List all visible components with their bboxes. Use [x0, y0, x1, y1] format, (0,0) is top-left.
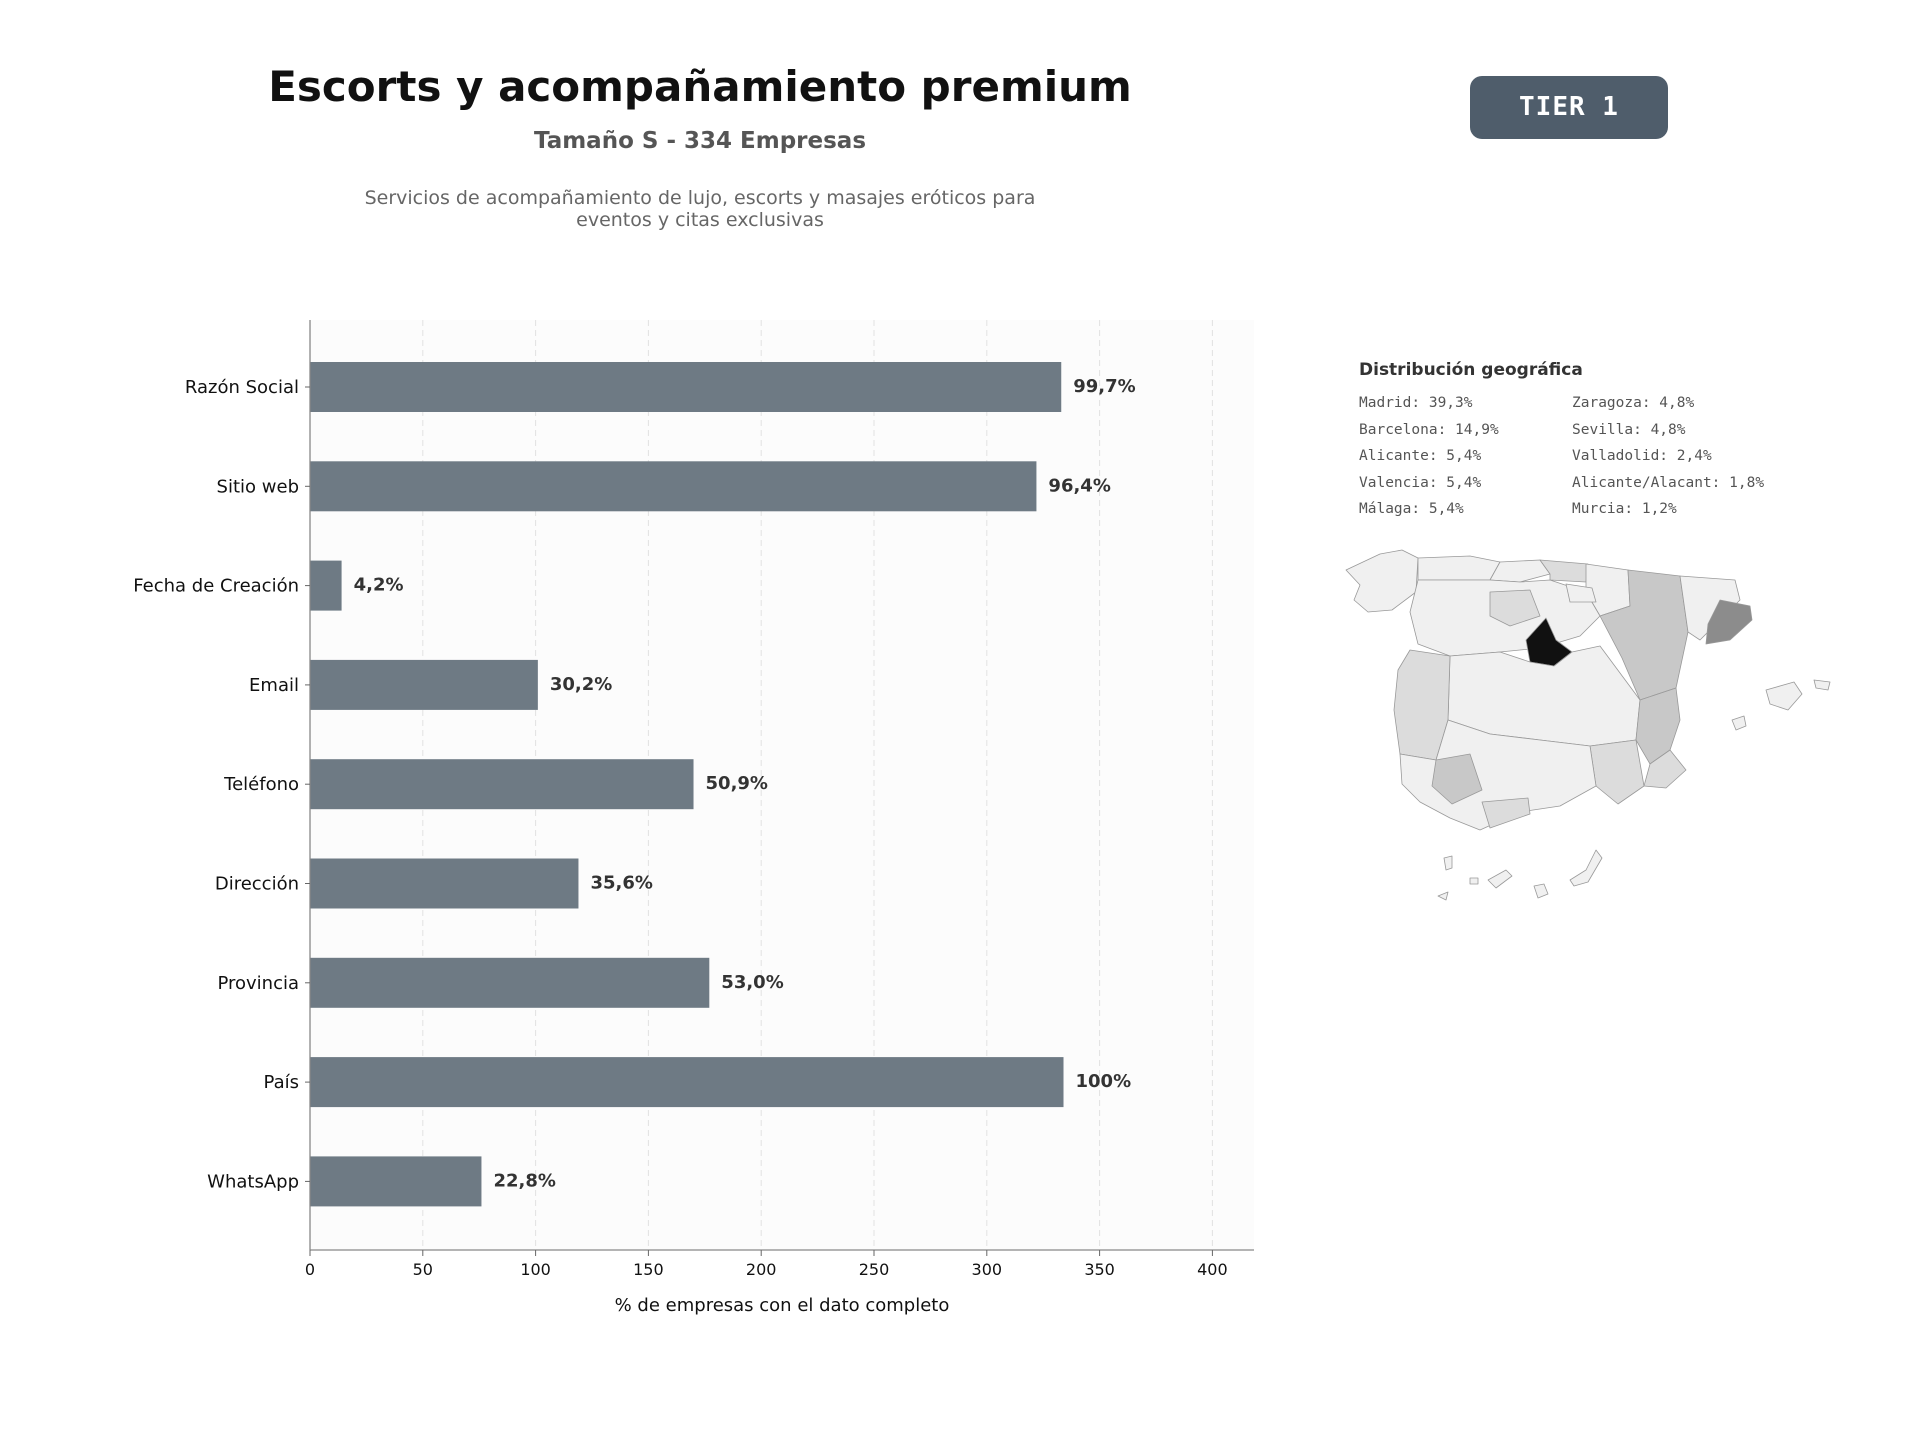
value-label: 99,7% [1073, 376, 1135, 397]
geo-item: Madrid: 39,3% [1359, 395, 1473, 411]
region-murcia [1589, 739, 1645, 805]
bar [310, 858, 579, 909]
value-label: 35,6% [590, 873, 652, 894]
category-label: Teléfono [223, 774, 299, 795]
description-line: Servicios de acompañamiento de lujo, esc… [364, 187, 1036, 209]
x-tick-label: 50 [413, 1260, 433, 1279]
geo-item: Barcelona: 14,9% [1359, 421, 1499, 438]
region-asturias [1417, 555, 1501, 581]
bar [310, 957, 710, 1008]
value-label: 100% [1076, 1071, 1132, 1092]
bar [310, 560, 342, 611]
region-sevilla [1431, 753, 1483, 805]
value-label: 50,9% [706, 773, 768, 794]
bar [310, 759, 694, 810]
x-tick-label: 250 [859, 1260, 890, 1279]
x-tick-label: 100 [520, 1260, 551, 1279]
bar [310, 659, 538, 710]
region-valladolid [1489, 589, 1541, 627]
category-label: Razón Social [185, 377, 299, 398]
category-label: Sitio web [217, 476, 299, 497]
description-line: eventos y citas exclusivas [576, 209, 824, 231]
region-canary-tenerife [1487, 869, 1513, 889]
region-canary-gomera [1469, 877, 1479, 885]
value-label: 22,8% [493, 1170, 555, 1191]
geo-item: Málaga: 5,4% [1359, 501, 1464, 517]
chart-description: Servicios de acompañamiento de lujo, esc… [0, 187, 1400, 231]
chart-subtitle: Tamaño S - 334 Empresas [533, 128, 867, 154]
region-valencia [1635, 687, 1681, 765]
region-balearic-menorca [1813, 679, 1831, 691]
value-label: 4,2% [354, 575, 404, 596]
x-tick-label: 400 [1197, 1260, 1228, 1279]
geo-item: Valladolid: 2,4% [1572, 448, 1712, 464]
region-canary-east [1569, 849, 1603, 887]
region-andalucia [1399, 719, 1597, 831]
region-canary-la-palma [1443, 855, 1453, 871]
geo-item: Sevilla: 4,8% [1572, 421, 1686, 438]
category-label: Email [249, 675, 299, 696]
labels: 0 50 100 150 200 250 300 350 400 Razón Social 99,7… [133, 376, 1227, 1279]
x-tick-label: 300 [972, 1260, 1003, 1279]
region-galicia [1345, 549, 1419, 613]
x-tick-label: 0 [305, 1260, 315, 1279]
category-label: WhatsApp [207, 1171, 299, 1192]
value-label: 96,4% [1048, 475, 1110, 496]
geo-item: Valencia: 5,4% [1359, 474, 1482, 491]
geo-item: Murcia: 1,2% [1572, 501, 1677, 517]
region-canary-gran-canaria [1533, 883, 1549, 899]
geo-column-right: Zaragoza: 4,8% Sevilla: 4,8% Valladolid:… [1572, 390, 1764, 523]
bar [310, 362, 1062, 412]
bar [310, 1057, 1064, 1108]
region-alicante [1643, 749, 1687, 789]
region-balearic-ibiza [1731, 715, 1747, 731]
x-tick-label: 200 [746, 1260, 777, 1279]
geo-item: Zaragoza: 4,8% [1572, 395, 1695, 411]
region-cantabria [1489, 559, 1551, 583]
geo-item: Alicante/Alacant: 1,8% [1572, 474, 1765, 491]
value-label: 30,2% [550, 674, 612, 695]
bar-chart: 0 50 100 150 200 250 300 350 400 Razón Social 99,7… [133, 320, 1254, 1316]
geo-column-left: Madrid: 39,3% Barcelona: 14,9% Alicante:… [1359, 390, 1499, 523]
spain-map [1345, 549, 1831, 901]
bars [310, 362, 1064, 1207]
bar [310, 1156, 482, 1207]
bar [310, 461, 1037, 512]
category-label: País [264, 1072, 299, 1093]
x-axis-label: % de empresas con el dato completo [615, 1295, 950, 1316]
region-barcelona [1705, 599, 1753, 645]
region-canary-hierro [1437, 891, 1449, 901]
x-tick-label: 150 [633, 1260, 664, 1279]
value-label: 53,0% [721, 972, 783, 993]
geo-distribution-panel: Distribución geográfica Madrid: 39,3% Ba… [1359, 360, 1879, 517]
category-label: Dirección [215, 874, 299, 895]
category-label: Fecha de Creación [133, 576, 299, 597]
tier-badge: TIER 1 [1470, 76, 1668, 139]
chart-title: Escorts y acompañamiento premium [268, 62, 1132, 111]
geo-title: Distribución geográfica [1359, 360, 1583, 380]
geo-item: Alicante: 5,4% [1359, 448, 1482, 464]
region-basque [1539, 559, 1589, 583]
x-tick-label: 350 [1084, 1260, 1115, 1279]
category-label: Provincia [217, 973, 299, 994]
region-balearic-mallorca [1765, 681, 1803, 711]
region-la-rioja [1565, 583, 1597, 603]
region-malaga [1481, 797, 1531, 829]
